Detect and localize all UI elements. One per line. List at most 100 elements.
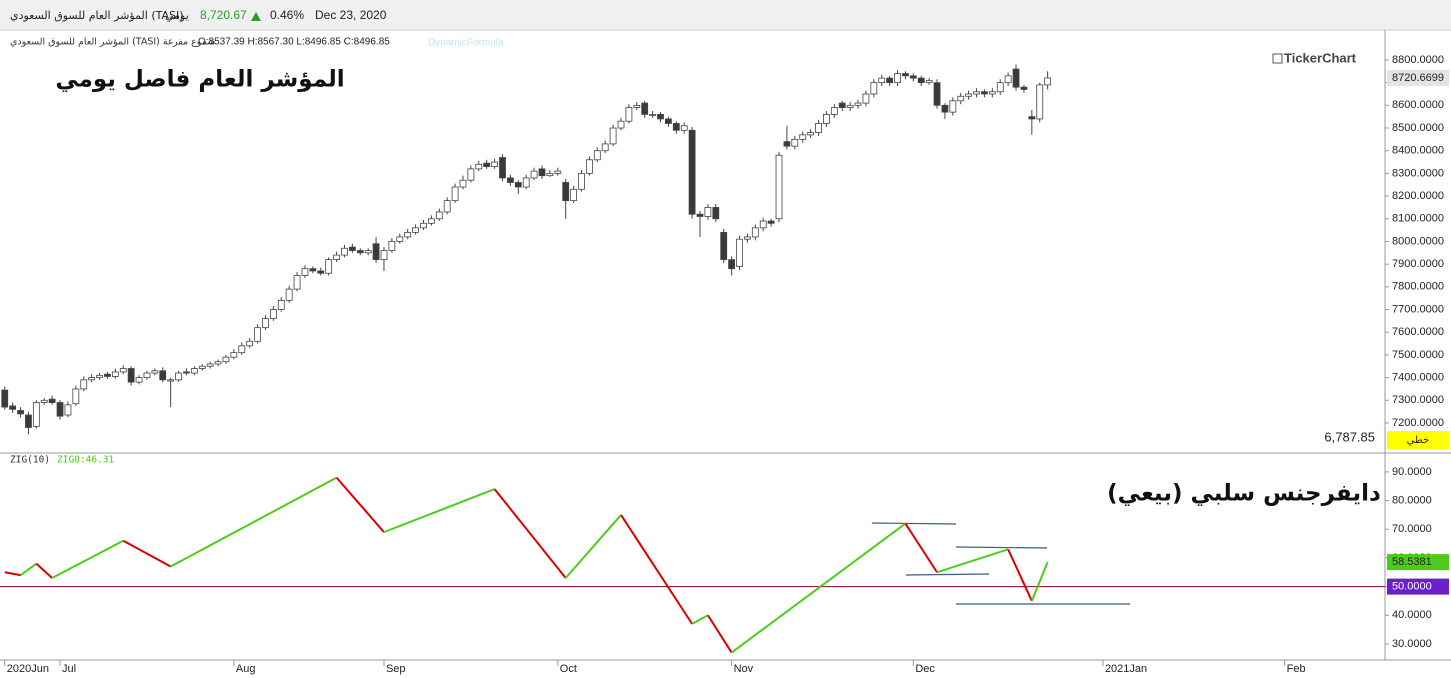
legend-ohlc: O:8537.39 H:8567.30 L:8496.85 C:8496.85 [198, 37, 390, 48]
header-bar [0, 0, 1451, 30]
candle-body [996, 82, 1004, 93]
y-tick-label: 30.0000 [1392, 638, 1432, 650]
y-tick-label: 8100.0000 [1392, 213, 1444, 225]
candle-body [491, 161, 498, 167]
candle-body [546, 172, 554, 177]
x-tick-label: Sep [386, 663, 406, 675]
y-tick-label: 40.0000 [1392, 609, 1432, 621]
candle-body [759, 220, 767, 229]
candle-body [807, 132, 815, 136]
zigzag-segment [620, 514, 693, 625]
candle-body [799, 134, 807, 140]
scale-tag [1387, 431, 1449, 449]
formula: DynamicFormula [428, 38, 504, 49]
candle-body [1012, 68, 1020, 88]
candle-body [341, 247, 348, 256]
candle-body [380, 250, 388, 261]
candle-body [1004, 75, 1012, 84]
y-tick-label: 8000.0000 [1392, 235, 1444, 247]
candle-body [230, 352, 238, 358]
candle-body [672, 123, 680, 131]
logo: TickerChart [1284, 50, 1357, 65]
legend-name: المؤشر العام للسوق السعودي (TASI) شموع م… [10, 37, 215, 48]
candle-body [459, 179, 467, 188]
zigzag-segment [51, 539, 124, 579]
candle-body [467, 168, 475, 181]
candle-body [530, 170, 538, 179]
candle-body [214, 361, 222, 365]
candle-body [783, 141, 791, 147]
candle-body [301, 268, 309, 276]
candle-body [878, 77, 886, 84]
y-tick-label: 7300.0000 [1392, 394, 1444, 406]
candle-body [981, 91, 988, 95]
zigzag-segment [904, 522, 938, 573]
candle-body [838, 102, 846, 109]
candle-body [1, 389, 9, 408]
candle-body [522, 177, 530, 188]
candle-body [680, 125, 688, 131]
candle-body [127, 368, 135, 383]
candle-body [988, 91, 996, 95]
candle-body [96, 374, 103, 378]
candle-body [254, 327, 261, 342]
candle-body [206, 363, 214, 367]
price-tag-label: 8720.6699 [1392, 72, 1444, 84]
zigzag-segment [170, 476, 338, 568]
candle-body [348, 246, 356, 251]
change: 0.46% [270, 8, 304, 22]
candle-body [704, 207, 712, 217]
reference-tag-label: 50.0000 [1392, 581, 1432, 593]
candle-body [475, 163, 483, 170]
y-tick-label: 8800.0000 [1392, 54, 1444, 66]
candle-body [119, 368, 127, 373]
zigzag-segment [691, 614, 709, 625]
candle-body [712, 207, 720, 220]
y-tick-label: 7800.0000 [1392, 281, 1444, 293]
symbol-name: المؤشر العام للسوق السعودي (TASI) [10, 9, 184, 22]
candle-body [333, 254, 340, 261]
candle-body [562, 182, 570, 202]
candle-body [293, 275, 301, 290]
y-tick-label: 8400.0000 [1392, 145, 1444, 157]
candle-body [269, 309, 277, 319]
candle-body [744, 236, 751, 240]
y-tick-label: 8200.0000 [1392, 190, 1444, 202]
candle-body [190, 368, 198, 374]
candle-body [894, 73, 901, 84]
candle-body [933, 82, 941, 106]
y-tick-label: 7900.0000 [1392, 258, 1444, 270]
candle-body [364, 250, 372, 254]
candle-body [159, 370, 167, 381]
candle-body [48, 398, 56, 403]
y-tick-label: 80.0000 [1392, 494, 1432, 506]
candle-body [625, 107, 633, 122]
candle-body [222, 356, 230, 363]
candle-body [1044, 77, 1052, 86]
period: يومي [165, 9, 189, 22]
trendlines [871, 522, 1130, 605]
candle-body [435, 211, 443, 220]
candle-body [751, 227, 759, 238]
candle-body [483, 162, 491, 167]
zigzag-segment [731, 522, 907, 654]
zigzag-segment [936, 548, 1009, 574]
x-tick-label: Dec [915, 663, 935, 675]
candle-body [372, 243, 380, 261]
min-label: 6,787.85 [1324, 429, 1375, 444]
candle-body [285, 288, 293, 301]
candle-body [420, 222, 427, 229]
candle-body [585, 159, 593, 174]
up-arrow [251, 12, 261, 21]
candle-body [443, 200, 451, 213]
y-tick-label: 7400.0000 [1392, 371, 1444, 383]
y-tick-label: 7600.0000 [1392, 326, 1444, 338]
candle-body [80, 379, 88, 390]
zigzag-segment [35, 562, 53, 579]
zigzag-segment [493, 488, 567, 579]
value-tag [1387, 554, 1449, 571]
candle-body [151, 370, 159, 374]
candle-body [246, 340, 254, 347]
candle-body [538, 168, 546, 177]
